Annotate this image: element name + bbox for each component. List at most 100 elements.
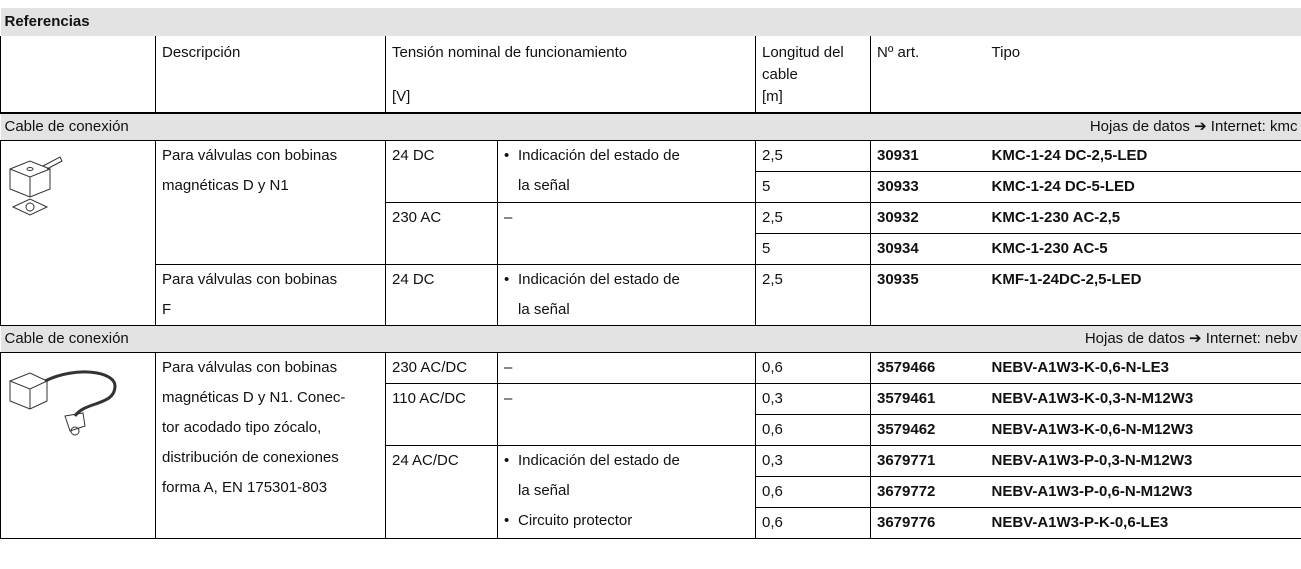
feature-line: Indicación del estado de: [504, 141, 749, 171]
text-line: tor acodado tipo zócalo,: [162, 419, 322, 436]
type: NEBV-A1W3-P-0,6-N-M12W3: [985, 476, 1301, 508]
voltage: 110 AC/DC: [385, 383, 498, 446]
text-line: cable: [762, 66, 798, 83]
cable-length: 0,6: [755, 476, 871, 508]
type: KMC-1-24 DC-5-LED: [985, 171, 1301, 203]
section-header: Cable de conexión Hojas de datos ➔ Intern…: [0, 325, 1301, 353]
features: Indicación del estado de la señal: [497, 140, 756, 203]
type: NEBV-A1W3-K-0,6-N-M12W3: [985, 414, 1301, 446]
type: NEBV-A1W3-K-0,6-N-LE3: [985, 352, 1301, 384]
item-row: 230 AC – 2,5 30932 KMC-1-230 AC-2,5: [1, 202, 1301, 265]
type: KMC-1-24 DC-2,5-LED: [985, 140, 1301, 172]
item-row: 0,6 3679776 NEBV-A1W3-P-K-0,6-LE3: [1, 507, 1301, 539]
voltage: 24 AC/DC: [385, 445, 498, 539]
part-no: 3579462: [870, 414, 986, 446]
header-blank: [0, 36, 156, 113]
part-no: 3579466: [870, 352, 986, 384]
text-line: Para válvulas con bobinas: [162, 147, 338, 164]
table-body: Referencias Descripción Tensión nominal de…: [0, 8, 1301, 539]
voltage: 24 DC: [385, 140, 498, 203]
part-no: 30935: [870, 264, 986, 326]
features: –: [497, 352, 756, 384]
text-line: Para válvulas con bobinas: [162, 271, 338, 288]
section-label: Cable de conexión: [4, 118, 129, 135]
feature-line: –: [504, 390, 513, 407]
section-label: Cable de conexión: [4, 330, 129, 347]
text-line: distribución de conexiones: [162, 449, 339, 466]
text-line: magnéticas D y N1: [162, 177, 289, 194]
text-line: Longitud del: [762, 44, 844, 61]
type: NEBV-A1W3-K-0,3-N-M12W3: [985, 383, 1301, 415]
feature-line: la señal: [518, 177, 570, 194]
cable-length: 2,5: [755, 202, 871, 234]
feature-line: la señal: [518, 482, 570, 499]
cable-length: 2,5: [755, 264, 871, 326]
cable-length: 2,5: [755, 140, 871, 172]
feature-line: Indicación del estado de: [504, 265, 749, 295]
features: Indicación del estado de la señal Circuito…: [497, 445, 756, 539]
feature-line: Indicación del estado de: [504, 446, 749, 476]
item-row: Para válvulas con bobinas F 24 DCIndicació…: [1, 264, 1301, 326]
part-no: 30931: [870, 140, 986, 172]
title-row: Referencias: [0, 8, 1301, 36]
connector-icon: [9, 370, 117, 436]
part-no: 3679771: [870, 445, 986, 477]
header-part-no: Nº art.: [870, 36, 986, 113]
item-row: 0,6 3579462 NEBV-A1W3-K-0,6-N-M12W3: [1, 414, 1301, 446]
type: NEBV-A1W3-P-0,3-N-M12W3: [985, 445, 1301, 477]
type: NEBV-A1W3-P-K-0,6-LE3: [985, 507, 1301, 539]
section-bar: Cable de conexión Hojas de datos ➔ Intern…: [5, 326, 1298, 352]
item-row: 0,6 3679772 NEBV-A1W3-P-0,6-N-M12W3: [1, 476, 1301, 508]
voltage: 24 DC: [385, 264, 498, 326]
part-no: 3679772: [870, 476, 986, 508]
part-no: 30933: [870, 171, 986, 203]
features: –: [497, 202, 756, 265]
header-description: Descripción: [155, 36, 386, 113]
item-row: 5 30933 KMC-1-24 DC-5-LED: [1, 171, 1301, 203]
cable-length: 0,3: [755, 445, 871, 477]
voltage: 230 AC/DC: [385, 352, 498, 384]
cable-length: 5: [755, 171, 871, 203]
text-line: [m]: [762, 88, 783, 105]
features: –: [497, 383, 756, 446]
spacer: [392, 64, 749, 86]
cable-length: 0,6: [755, 414, 871, 446]
features: Indicación del estado de la señal: [497, 264, 756, 326]
product-image: [0, 140, 156, 326]
cable-length: 0,6: [755, 507, 871, 539]
text-line: forma A, EN 175301-803: [162, 479, 328, 496]
part-no: 3579461: [870, 383, 986, 415]
cable-length: 0,3: [755, 383, 871, 415]
item-row: 5 30934 KMC-1-230 AC-5: [1, 233, 1301, 265]
text-line: [V]: [392, 88, 411, 105]
header-cable-length: Longitud del cable [m]: [755, 36, 871, 113]
connector-icon: [9, 156, 63, 216]
feature-line: –: [504, 359, 513, 376]
text-line: Para válvulas con bobinas: [162, 359, 338, 376]
datasheet-link: Hojas de datos ➔ Internet: kmc: [1089, 118, 1298, 135]
type: KMC-1-230 AC-5: [985, 233, 1301, 265]
reference-table: Referencias Descripción Tensión nominal de…: [0, 8, 1301, 539]
item-row: Para válvulas con bobinas magnéticas D y …: [0, 352, 1301, 539]
header-type: Tipo: [991, 44, 1021, 61]
section-header: Cable de conexión Hojas de datos ➔ Intern…: [0, 113, 1301, 141]
text-line: magnéticas D y N1. Conec-: [162, 389, 346, 406]
section-bar: Cable de conexión Hojas de datos ➔ Intern…: [5, 114, 1298, 140]
text-line: Tensión nominal de funcionamiento: [392, 44, 628, 61]
cable-length: 0,6: [755, 352, 871, 384]
datasheet-link: Hojas de datos ➔ Internet: nebv: [1084, 330, 1298, 347]
type: KMC-1-230 AC-2,5: [985, 202, 1301, 234]
cable-length: 5: [755, 233, 871, 265]
document: Referencias Descripción Tensión nominal de…: [0, 0, 1301, 539]
product-image: [0, 352, 156, 539]
item-row: 110 AC/DC – 0,3 3579461 NEBV-A1W3-K-0,3-N-M1…: [1, 383, 1301, 446]
item-row: Para válvulas con bobinas magnéticas D y …: [0, 140, 1301, 326]
description: Para válvulas con bobinas magnéticas D y …: [155, 140, 386, 265]
header-voltage: Tensión nominal de funcionamiento [V]: [385, 36, 756, 113]
type: KMF-1-24DC-2,5-LED: [985, 264, 1301, 326]
text-line: F: [162, 301, 172, 318]
feature-line: Circuito protector: [504, 506, 749, 536]
item-row: 24 AC/DCIndicación del estado de la señal…: [1, 445, 1301, 539]
feature-line: –: [504, 209, 513, 226]
description: Para válvulas con bobinas magnéticas D y …: [155, 352, 386, 539]
